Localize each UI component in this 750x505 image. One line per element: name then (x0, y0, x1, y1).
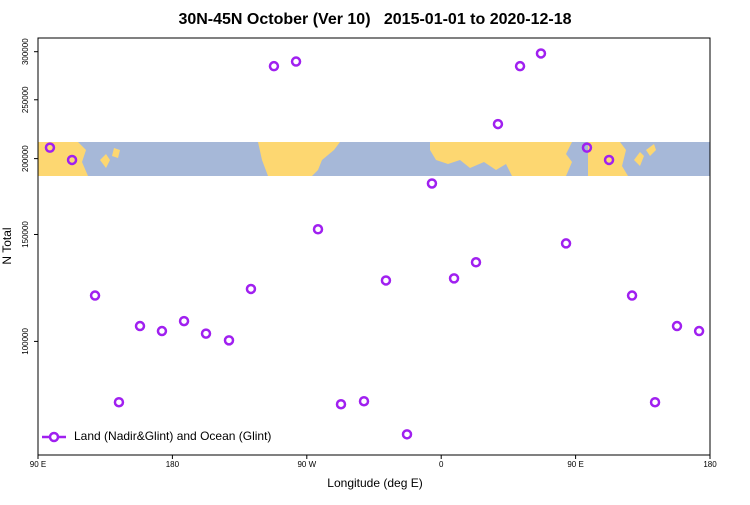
point (290, 56, 302, 67)
point (113, 396, 125, 408)
point (380, 275, 392, 286)
point (560, 238, 572, 249)
point (200, 328, 212, 339)
x-tick-label: 180 (703, 460, 717, 469)
x-tick-label: 0 (439, 460, 444, 469)
point (470, 257, 482, 268)
point (671, 320, 683, 332)
point (626, 290, 638, 301)
x-tick-label: 180 (166, 460, 180, 469)
plot-frame (37, 37, 711, 456)
point (66, 154, 78, 166)
point (358, 395, 370, 407)
point (401, 429, 413, 440)
x-tick-label: 90 E (30, 460, 46, 469)
legend-label: Land (Nadir&Glint) and Ocean (Glint) (74, 429, 271, 443)
y-tick-label: 250000 (21, 86, 30, 113)
point (492, 118, 504, 130)
point (178, 315, 190, 327)
y-tick-label: 200000 (21, 145, 30, 172)
point (134, 320, 146, 332)
point (514, 60, 526, 72)
point (44, 142, 56, 153)
point (649, 396, 661, 408)
point (581, 142, 593, 153)
point (603, 154, 615, 166)
y-tick-label: 300000 (21, 38, 30, 65)
x-tick-label: 90 W (297, 460, 316, 469)
point (335, 398, 347, 410)
point (89, 290, 101, 301)
x-tick-label: 90 E (567, 460, 583, 469)
y-axis-label: N Total (0, 227, 14, 264)
point (535, 48, 547, 59)
point (223, 335, 235, 346)
point (312, 224, 324, 235)
map-background (38, 142, 710, 176)
point (693, 325, 705, 337)
legend-marker (48, 431, 60, 443)
y-tick-label: 100000 (21, 328, 30, 355)
point (268, 60, 280, 72)
point (448, 273, 460, 284)
y-tick-label: 150000 (21, 221, 30, 248)
point (245, 283, 257, 295)
chart-title: 30N-45N October (Ver 10) 2015-01-01 to 2… (178, 11, 571, 28)
x-axis-label: Longitude (deg E) (327, 476, 422, 490)
point (156, 325, 168, 337)
point (426, 178, 438, 189)
